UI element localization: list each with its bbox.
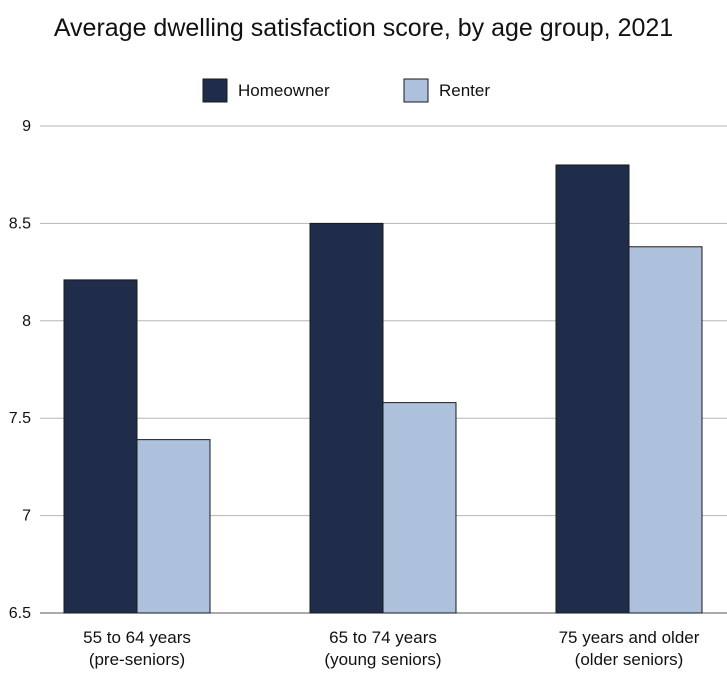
category-label-line: 75 years and older: [559, 628, 700, 647]
y-tick-label: 6.5: [9, 605, 31, 622]
category-label: 65 to 74 years (young seniors): [324, 628, 441, 669]
legend: Homeowner Renter: [202, 78, 490, 103]
category-labels: 55 to 64 years (pre-seniors) 65 to 74 year…: [83, 628, 700, 669]
category-label: 55 to 64 years (pre-seniors): [83, 628, 191, 669]
bar-renter-2: [382, 402, 457, 614]
bar-renter-1: [136, 439, 211, 614]
category-label-line: 55 to 64 years: [83, 628, 191, 647]
legend-swatch-homeowner: [202, 78, 228, 103]
bar-homeowner-3: [555, 164, 630, 614]
category-label: 75 years and older (older seniors): [559, 628, 700, 669]
y-tick-label: 7.5: [9, 410, 31, 427]
category-label-line: (pre-seniors): [89, 650, 185, 669]
bars: [63, 164, 703, 614]
y-tick-label: 9: [22, 118, 31, 135]
category-label-line: (older seniors): [575, 650, 684, 669]
y-tick-label: 8.5: [9, 215, 31, 232]
category-label-line: (young seniors): [324, 650, 441, 669]
category-label-line: 65 to 74 years: [329, 628, 437, 647]
y-axis-tick-labels: 9 8.5 8 7.5 7 6.5: [9, 118, 31, 622]
bar-renter-3: [628, 246, 703, 614]
chart-title: Average dwelling satisfaction score, by …: [53, 14, 674, 42]
bar-homeowner-1: [63, 279, 138, 614]
legend-label-homeowner: Homeowner: [238, 81, 330, 100]
legend-swatch-renter: [403, 78, 429, 103]
legend-label-renter: Renter: [439, 81, 490, 100]
bar-homeowner-2: [309, 222, 384, 614]
y-tick-label: 7: [22, 508, 31, 525]
y-tick-label: 8: [22, 313, 31, 330]
